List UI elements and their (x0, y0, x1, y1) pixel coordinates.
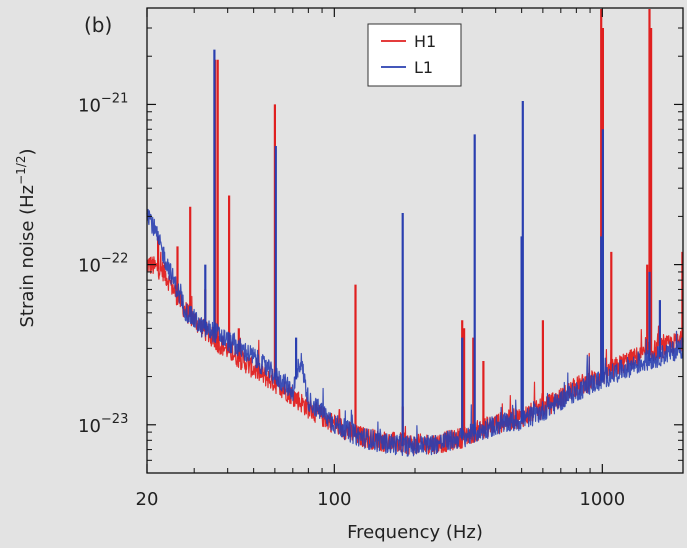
y-axis-label: Strain noise (Hz−1/2) (14, 148, 38, 327)
x-axis-label: Frequency (Hz) (347, 522, 483, 543)
y-tick-label: 10−21 (78, 91, 128, 116)
x-tick-label: 20 (136, 489, 159, 510)
x-tick-label: 100 (317, 489, 351, 510)
tick-layer: 20 100 1000 10−23 10−22 10−21 (78, 8, 683, 510)
y-tick-label: 10−23 (78, 412, 128, 437)
series-line-l1 (146, 208, 684, 457)
legend-box (367, 23, 462, 87)
y-tick-label: 10−22 (78, 252, 128, 277)
x-tick-label: 1000 (579, 489, 625, 510)
legend-label-h1: H1 (414, 32, 436, 51)
legend-label-l1: L1 (414, 58, 433, 77)
legend: H1 L1 (367, 23, 462, 87)
panel-label: (b) (84, 13, 112, 37)
